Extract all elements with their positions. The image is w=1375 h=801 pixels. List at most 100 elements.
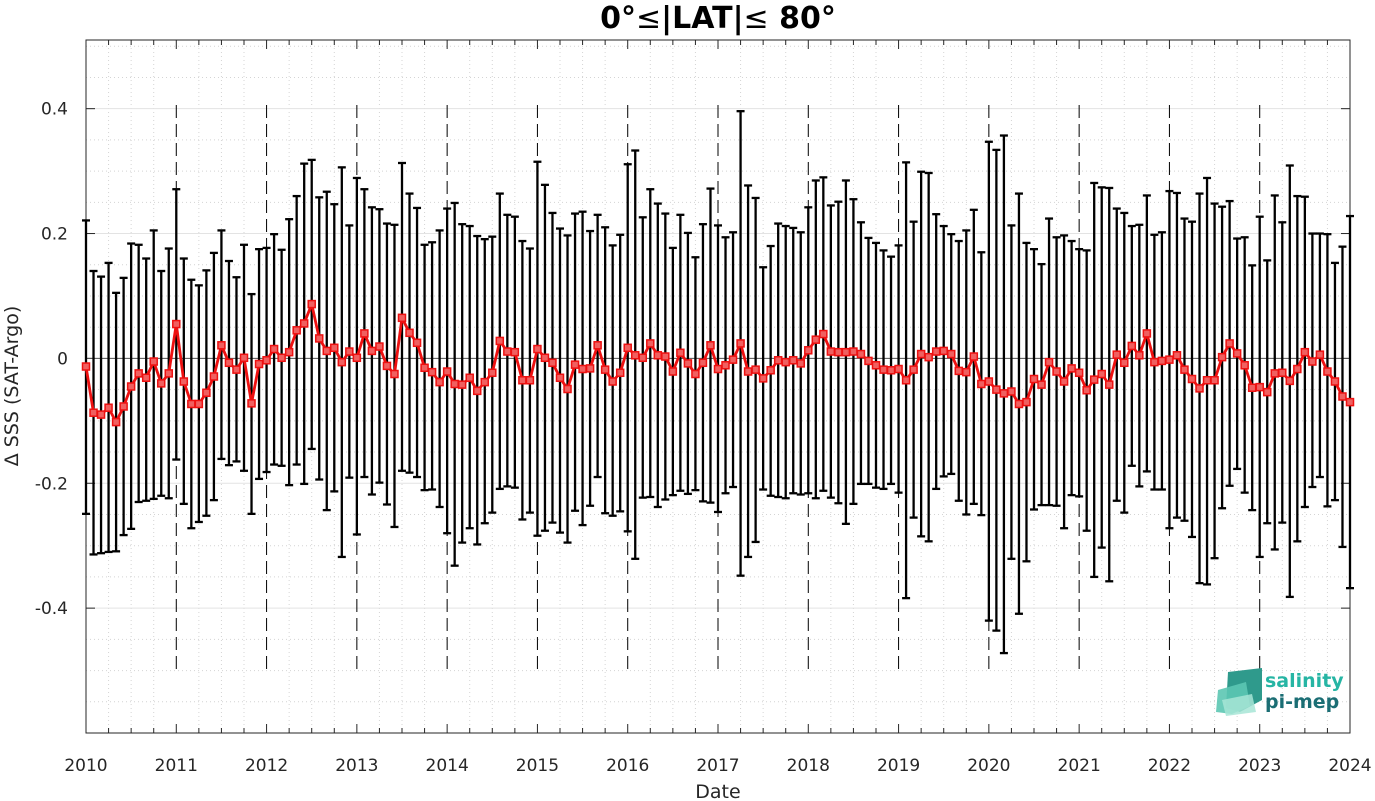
mean-marker (292, 326, 301, 335)
mean-marker (164, 369, 174, 378)
mean-marker (435, 377, 444, 387)
mean-marker (901, 376, 911, 385)
y-tick-label: -0.2 (35, 474, 68, 494)
mean-marker (390, 369, 399, 379)
mean-marker (946, 349, 956, 359)
mean-marker (1074, 368, 1084, 378)
mean-marker (931, 347, 941, 356)
mean-marker (751, 365, 760, 374)
mean-marker (593, 341, 602, 350)
mean-marker (1308, 357, 1317, 366)
mean-marker (1210, 376, 1219, 385)
mean-marker (1044, 357, 1054, 367)
mean-marker (623, 343, 632, 353)
x-tick-label: 2012 (245, 756, 288, 776)
mean-marker (1195, 384, 1204, 393)
mean-marker (405, 328, 414, 338)
x-tick-label: 2016 (606, 756, 649, 776)
mean-marker (841, 347, 851, 357)
mean-marker (909, 365, 918, 374)
mean-marker (1007, 387, 1016, 396)
mean-marker (540, 353, 550, 363)
mean-marker (668, 367, 678, 376)
x-tick-label: 2018 (787, 756, 830, 776)
logo-line2: pi-mep (1265, 691, 1339, 713)
mean-marker (1165, 355, 1174, 364)
mean-marker (608, 377, 617, 386)
x-tick-label: 2010 (64, 756, 107, 776)
mean-marker (104, 403, 113, 412)
mean-marker (187, 399, 196, 409)
mean-marker (1127, 341, 1137, 351)
mean-marker (1293, 364, 1302, 374)
mean-marker (788, 356, 798, 365)
x-tick-label: 2022 (1148, 756, 1191, 776)
mean-marker (766, 366, 775, 375)
mean-marker (412, 338, 422, 348)
mean-marker (1142, 329, 1152, 338)
mean-marker (676, 348, 685, 358)
mean-marker (570, 360, 580, 369)
mean-marker (1052, 367, 1061, 376)
x-tick-label: 2014 (426, 756, 469, 776)
mean-marker (698, 358, 708, 368)
mean-marker (1082, 385, 1091, 395)
mean-marker (849, 347, 858, 356)
mean-marker (367, 346, 377, 356)
mean-marker (1278, 368, 1287, 378)
mean-marker (1120, 358, 1129, 368)
mean-marker (307, 299, 316, 309)
mean-marker (879, 365, 888, 374)
y-axis-label: Δ SSS (SAT-Argo) (1, 306, 23, 466)
mean-marker (1029, 374, 1039, 384)
mean-marker (397, 313, 407, 323)
mean-marker (1255, 382, 1264, 392)
mean-marker (1022, 397, 1031, 407)
mean-marker (706, 341, 715, 350)
mean-marker (736, 339, 745, 348)
mean-marker (1262, 387, 1272, 397)
mean-marker (1345, 397, 1355, 407)
mean-marker (819, 329, 828, 339)
mean-marker (194, 399, 204, 409)
mean-marker (209, 372, 219, 381)
mean-marker (555, 373, 565, 383)
title-part-5: 80° (769, 1, 836, 36)
mean-marker (427, 367, 437, 377)
mean-marker (826, 347, 836, 356)
mean-marker (1232, 349, 1242, 358)
y-tick-label: 0.4 (41, 100, 68, 120)
mean-marker (510, 347, 520, 357)
mean-marker (156, 379, 166, 388)
mean-marker (856, 349, 866, 359)
mean-marker (1217, 352, 1227, 362)
mean-marker (480, 377, 490, 387)
mean-marker (962, 367, 971, 377)
mean-marker (811, 335, 821, 344)
mean-marker (969, 352, 979, 361)
mean-marker (1180, 365, 1189, 374)
mean-marker (1247, 383, 1257, 392)
mean-marker (646, 339, 655, 348)
mean-marker (202, 388, 211, 397)
mean-marker (691, 369, 700, 379)
mean-marker (1240, 361, 1249, 370)
mean-marker (224, 358, 234, 368)
mean-marker (262, 356, 271, 365)
mean-marker (239, 353, 249, 363)
y-tick-label: -0.4 (35, 599, 68, 619)
mean-marker (781, 357, 790, 367)
mean-marker (277, 353, 286, 363)
mean-series (81, 299, 1355, 427)
wave-logo-icon (1216, 668, 1262, 716)
title-part-3: |LAT| (661, 1, 743, 36)
mean-marker (600, 365, 610, 374)
x-tick-label: 2019 (877, 756, 920, 776)
mean-marker (1150, 357, 1159, 367)
mean-marker (954, 366, 964, 376)
mean-marker (1157, 356, 1167, 366)
mean-marker (217, 341, 226, 350)
mean-marker (984, 377, 994, 386)
mean-marker (630, 351, 640, 360)
mean-marker (924, 352, 933, 362)
